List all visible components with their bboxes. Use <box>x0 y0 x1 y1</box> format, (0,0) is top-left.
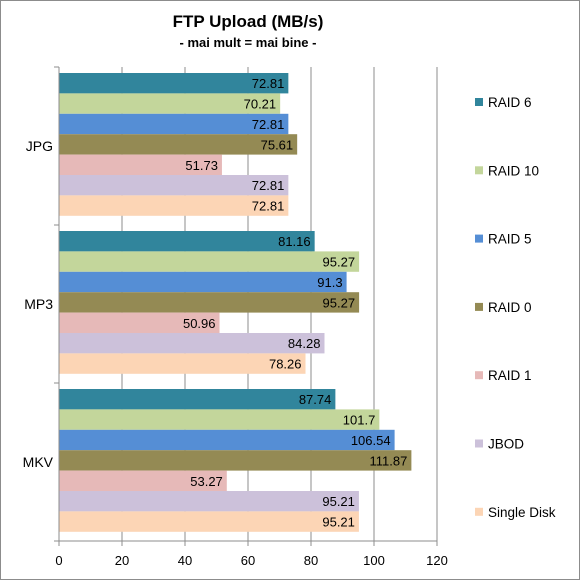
data-label: 78.26 <box>269 357 302 372</box>
x-tick-label: 0 <box>55 553 62 568</box>
category-label: MP3 <box>24 296 53 312</box>
x-tick-label: 120 <box>426 553 448 568</box>
bar[interactable] <box>59 292 360 313</box>
bars <box>59 73 412 532</box>
bar[interactable] <box>59 175 289 196</box>
legend-entry: Single Disk <box>488 505 556 520</box>
bar[interactable] <box>59 511 359 532</box>
data-label: 111.87 <box>370 453 408 468</box>
bar[interactable] <box>59 93 281 114</box>
bar[interactable] <box>59 409 380 430</box>
bar[interactable] <box>59 333 325 354</box>
legend-swatch <box>475 234 483 243</box>
axes: 0 20 40 60 80 100 120 JPG MP3 MKV <box>23 66 448 568</box>
data-labels: 72.81 70.21 72.81 75.61 51.73 72.81 72.81 81.16… <box>183 76 407 529</box>
legend-swatch <box>475 439 483 448</box>
legend-swatch <box>475 98 483 106</box>
legend-entry: JBOD <box>488 437 524 452</box>
bar[interactable] <box>59 195 289 216</box>
x-tick-label: 20 <box>115 553 129 568</box>
bar[interactable] <box>59 73 289 94</box>
x-tick-label: 60 <box>241 553 255 568</box>
legend-entry: RAID 6 <box>488 95 532 110</box>
data-label: 101.7 <box>343 413 376 428</box>
legend-entry: RAID 1 <box>488 368 532 383</box>
x-tick-label: 100 <box>363 553 385 568</box>
data-label: 72.81 <box>252 117 285 132</box>
data-label: 87.74 <box>299 392 332 407</box>
chart-subtitle: - mai mult = mai bine - <box>180 35 317 50</box>
x-tick-label: 80 <box>304 553 318 568</box>
legend-entry: RAID 10 <box>488 163 539 178</box>
legend-swatch <box>475 371 483 380</box>
category-label: JPG <box>26 138 53 154</box>
data-label: 95.21 <box>322 515 355 530</box>
data-label: 51.73 <box>185 158 218 173</box>
data-label: 50.96 <box>183 316 216 331</box>
bar[interactable] <box>59 491 359 512</box>
bar[interactable] <box>59 450 412 471</box>
bar[interactable] <box>59 389 336 410</box>
chart-title: FTP Upload (MB/s) <box>173 12 324 31</box>
data-label: 53.27 <box>190 474 223 489</box>
data-label: 72.81 <box>252 178 285 193</box>
data-label: 72.81 <box>252 199 285 214</box>
bar[interactable] <box>59 470 227 491</box>
data-label: 95.21 <box>322 494 355 509</box>
bar[interactable] <box>59 312 220 333</box>
legend-entry: RAID 0 <box>488 300 532 315</box>
data-label: 81.16 <box>278 234 311 249</box>
legend-swatch <box>475 302 483 311</box>
bar[interactable] <box>59 134 298 155</box>
legend: RAID 6 RAID 10 RAID 5 RAID 0 RAID 1 JBOD Singl… <box>475 95 556 520</box>
bar[interactable] <box>59 113 289 135</box>
bar[interactable] <box>59 271 347 293</box>
x-tick-label: 40 <box>178 553 192 568</box>
bar[interactable] <box>59 154 222 175</box>
legend-swatch <box>475 507 483 516</box>
data-label: 106.54 <box>351 433 391 448</box>
bar[interactable] <box>59 353 306 374</box>
data-label: 84.28 <box>288 336 321 351</box>
data-label: 70.21 <box>244 97 277 112</box>
bar[interactable] <box>59 251 360 272</box>
legend-entry: RAID 5 <box>488 232 532 247</box>
data-label: 95.27 <box>323 295 356 310</box>
data-label: 95.27 <box>323 255 356 270</box>
bar[interactable] <box>59 429 395 451</box>
legend-swatch <box>475 166 483 175</box>
data-label: 75.61 <box>261 137 294 152</box>
bar[interactable] <box>59 231 315 252</box>
data-label: 72.81 <box>252 76 285 91</box>
category-label: MKV <box>23 454 54 470</box>
data-label: 91.3 <box>317 275 342 290</box>
